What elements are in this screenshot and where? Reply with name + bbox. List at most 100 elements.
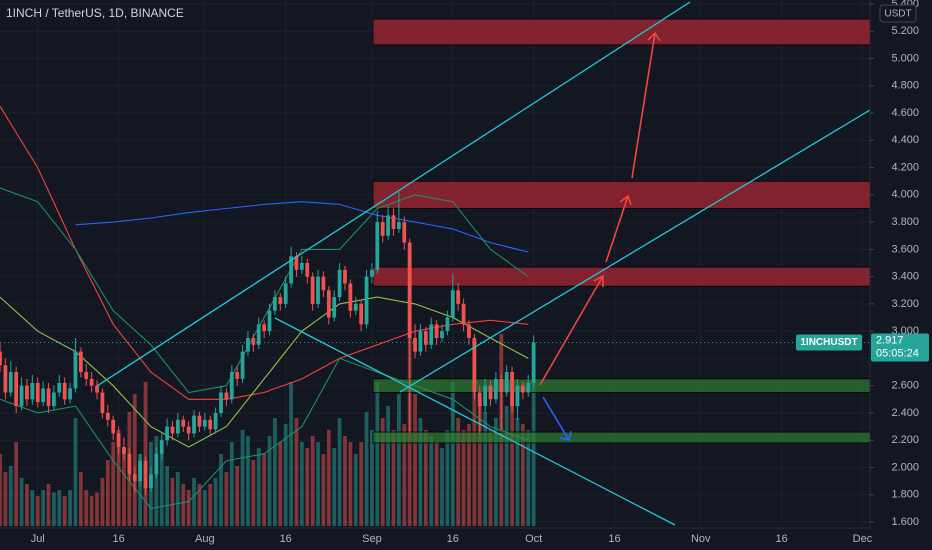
volume-bar [477, 394, 482, 526]
volume-bar [100, 478, 105, 526]
candle-body [520, 385, 525, 393]
indicator-line [0, 187, 529, 394]
candle-body [8, 372, 13, 393]
volume-bar [283, 424, 288, 526]
candle-body [413, 337, 417, 352]
channel-line [274, 317, 676, 526]
candle-body [116, 433, 121, 448]
last-price: 2.917 [876, 334, 904, 346]
volume-bar [84, 490, 89, 526]
volume-bar [25, 484, 29, 526]
volume-bar [299, 442, 304, 526]
volume-bar [62, 496, 67, 526]
candle-body [445, 317, 450, 332]
candle-body [35, 382, 40, 403]
volume-bar [456, 418, 461, 526]
x-tick-label: 16 [280, 533, 292, 545]
volume-bar [154, 436, 159, 526]
volume-bar [504, 406, 509, 526]
volume-bar [391, 430, 396, 526]
candle-body [483, 385, 488, 407]
volume-bar [531, 370, 536, 526]
candle-body [197, 415, 202, 427]
volume-bar [294, 418, 299, 526]
volume-bar [353, 454, 358, 526]
y-tick-label: 5.000 [891, 52, 919, 64]
volume-bar [526, 430, 531, 526]
volume-bar [310, 436, 315, 526]
candle-body [283, 283, 288, 304]
candle-body [192, 415, 196, 434]
y-tick-label: 2.000 [891, 461, 919, 473]
candle-body [316, 276, 320, 304]
candle-body [337, 269, 342, 298]
candle-body [310, 276, 315, 304]
candle-body [477, 392, 482, 407]
indicator-layer [0, 105, 529, 509]
volume-bar [450, 382, 455, 526]
volume-bar [111, 442, 116, 526]
currency-box [879, 4, 917, 23]
candle-body [402, 222, 407, 243]
last-price-box [871, 333, 929, 362]
candle-body [0, 351, 2, 366]
volume-bar [46, 484, 51, 526]
volume-bar [229, 442, 234, 526]
volume-bar [364, 412, 369, 526]
x-tick-label: Aug [195, 533, 215, 545]
candle-body [531, 342, 536, 383]
candle-body [149, 474, 153, 488]
volume-bar [472, 370, 477, 526]
volume-bar [240, 430, 245, 526]
zone [372, 378, 894, 393]
volume-bar [370, 430, 374, 526]
candle-body [208, 419, 213, 430]
candle-body [46, 388, 51, 407]
candle-body [165, 426, 169, 441]
candle-body [224, 392, 229, 400]
y-tick-label: 2.600 [891, 380, 919, 392]
y-tick-label: 5.200 [891, 25, 919, 37]
candle-body [62, 382, 67, 400]
y-tick-label: 4.400 [891, 134, 919, 146]
candle-body [240, 351, 245, 379]
y-tick-label: 4.600 [891, 107, 919, 119]
drawings [96, 1, 871, 526]
candle-body [127, 453, 132, 475]
volume-bar [520, 424, 525, 526]
volume-bar [321, 454, 326, 526]
volume-bar [52, 492, 56, 526]
volume-bar [219, 454, 223, 526]
arrow [631, 31, 661, 179]
volume-bar [413, 394, 417, 526]
candle-body [229, 372, 234, 400]
arrow [542, 396, 572, 441]
candle-body [321, 276, 326, 291]
candle-body [299, 263, 304, 270]
candle-body [78, 351, 83, 373]
candle-body [105, 412, 110, 420]
x-tick-label: Nov [691, 533, 711, 545]
volume-bar [510, 394, 514, 526]
candle-body [450, 290, 455, 318]
volume-bar [278, 442, 283, 526]
candle-body [467, 324, 471, 338]
candle-body [504, 372, 509, 393]
candle-body [440, 331, 444, 338]
volume-bar [122, 448, 126, 526]
candle-body [267, 310, 272, 332]
arrow [605, 194, 632, 263]
candle-body [41, 388, 46, 403]
zone [372, 431, 894, 444]
x-tick-label: Sep [362, 533, 382, 545]
volume-bar [488, 430, 493, 526]
indicator-line [0, 357, 529, 509]
candle-body [175, 419, 180, 434]
candle-body [456, 290, 461, 304]
arrows [539, 31, 661, 386]
candle-body [19, 385, 24, 407]
volume-bar [375, 382, 380, 526]
candle-body [262, 324, 267, 332]
candle-body [348, 283, 353, 311]
